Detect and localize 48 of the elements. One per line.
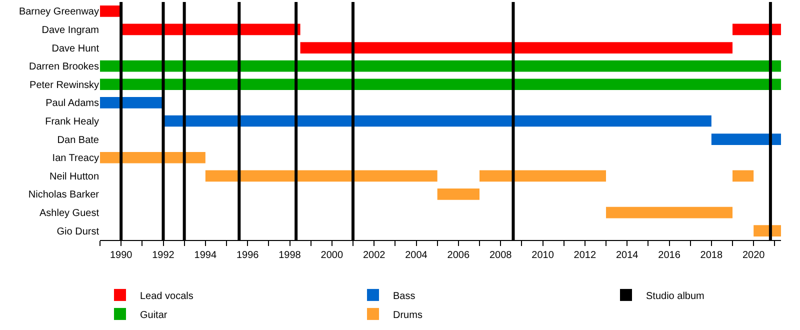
bar xyxy=(163,115,712,127)
x-tick-label: 2006 xyxy=(447,250,470,261)
x-tick-label: 1994 xyxy=(194,250,217,261)
bar xyxy=(732,170,754,182)
bar xyxy=(606,206,733,218)
bar xyxy=(121,24,300,36)
x-tick-label: 2012 xyxy=(574,250,596,261)
bar xyxy=(100,5,122,17)
y-tick-label: Dan Bate xyxy=(57,134,100,146)
x-tick-label: 2010 xyxy=(532,250,554,261)
y-tick-label: Frank Healy xyxy=(45,116,99,128)
y-tick-label: Dave Hunt xyxy=(52,43,100,54)
bar xyxy=(100,97,164,108)
bar xyxy=(732,24,781,36)
y-tick-label: Barney Greenway xyxy=(18,6,99,18)
x-tick-label: 2014 xyxy=(616,250,639,261)
x-tick-label: 2002 xyxy=(362,250,386,261)
legend-label: Bass xyxy=(393,290,416,302)
y-tick-label: Neil Hutton xyxy=(50,171,99,182)
x-tick-label: 2016 xyxy=(658,250,681,261)
y-tick-label: Gio Durst xyxy=(56,226,100,238)
legend-label: Guitar xyxy=(140,310,168,321)
x-tick-label: 2020 xyxy=(742,250,766,261)
x-tick-label: 1998 xyxy=(278,250,302,261)
x-tick-label: 2004 xyxy=(405,250,428,261)
bar xyxy=(480,170,606,182)
legend-label: Studio album xyxy=(646,290,704,302)
legend-label: Lead vocals xyxy=(140,290,194,302)
legend-label: Drums xyxy=(393,310,422,321)
x-tick-label: 1990 xyxy=(110,250,133,261)
y-tick-label: Paul Adams xyxy=(46,98,99,110)
y-tick-label: Ashley Guest xyxy=(40,208,100,220)
bar xyxy=(100,60,781,72)
x-tick-label: 1992 xyxy=(152,250,175,261)
bar xyxy=(205,170,438,182)
y-tick-label: Dave Ingram xyxy=(42,24,99,36)
x-tick-label: 1996 xyxy=(236,250,260,261)
bar xyxy=(711,134,781,145)
x-tick-label: 2018 xyxy=(700,250,723,261)
y-tick-label: Darren Brookes xyxy=(28,62,99,73)
y-tick-label: Peter Rewinsky xyxy=(30,80,99,91)
y-tick-label: Nicholas Barker xyxy=(28,190,100,201)
y-tick-label: Ian Treacy xyxy=(52,153,99,164)
bar xyxy=(100,78,781,90)
bar xyxy=(300,42,733,54)
bar xyxy=(437,188,480,200)
x-tick-label: 2008 xyxy=(489,250,512,261)
x-tick-label: 2000 xyxy=(320,250,344,261)
